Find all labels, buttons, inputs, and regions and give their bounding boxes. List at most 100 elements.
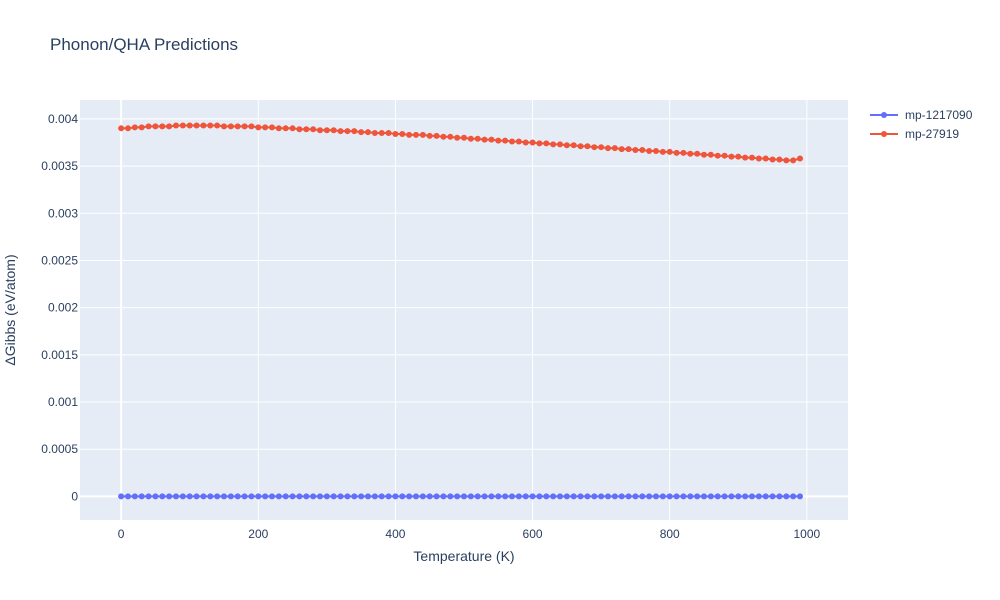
data-point: [118, 493, 125, 500]
data-point: [611, 493, 618, 500]
data-point: [659, 148, 666, 155]
data-point: [714, 493, 721, 500]
data-point: [413, 131, 419, 138]
data-point: [289, 125, 296, 132]
data-point: [769, 493, 776, 500]
data-point: [797, 493, 803, 500]
data-point: [783, 493, 790, 500]
data-point: [598, 144, 605, 151]
data-point: [262, 124, 269, 131]
data-point: [776, 493, 783, 500]
y-axis-ticks: 0 0.0005 0.001 0.0015 0.002 0.0025 0.003 0.0035…: [41, 112, 78, 504]
data-point: [488, 493, 495, 500]
legend[interactable]: mp-1217090 mp-27919: [870, 108, 973, 141]
data-point: [227, 493, 234, 500]
data-point: [200, 122, 207, 129]
data-point: [666, 148, 673, 155]
data-point: [399, 130, 406, 137]
data-point: [323, 493, 330, 500]
series-mp-27919: [118, 122, 803, 164]
data-point: [714, 152, 721, 159]
data-point: [234, 123, 241, 130]
legend-marker-icon: [881, 131, 887, 137]
data-point: [584, 493, 591, 500]
data-point: [255, 124, 262, 131]
series-layer: [118, 122, 803, 500]
data-point: [330, 493, 337, 500]
legend-label: mp-1217090: [905, 108, 973, 122]
x-tick-label: 400: [385, 527, 405, 541]
data-point: [742, 154, 749, 161]
data-point: [529, 493, 536, 500]
data-point: [378, 493, 385, 500]
data-point: [673, 493, 680, 500]
data-point: [227, 123, 234, 130]
data-point: [173, 122, 179, 129]
data-point: [358, 493, 365, 500]
y-tick-label: 0.0015: [41, 348, 78, 362]
data-point: [282, 493, 289, 500]
data-point: [694, 150, 701, 157]
data-point: [193, 493, 200, 500]
data-point: [522, 493, 529, 500]
data-point: [735, 493, 742, 500]
data-point: [755, 493, 762, 500]
data-point: [481, 493, 488, 500]
data-point: [406, 131, 413, 138]
data-point: [426, 132, 433, 139]
data-point: [413, 493, 419, 500]
data-point: [550, 493, 557, 500]
data-point: [433, 132, 440, 139]
data-point: [728, 493, 735, 500]
data-point: [515, 493, 522, 500]
data-point: [694, 493, 701, 500]
data-point: [131, 493, 138, 500]
legend-label: mp-27919: [905, 127, 959, 141]
x-tick-label: 800: [660, 527, 680, 541]
data-point: [179, 122, 186, 129]
data-point: [282, 125, 289, 132]
data-point: [680, 493, 687, 500]
data-point: [515, 138, 522, 145]
data-point: [509, 493, 515, 500]
data-point: [392, 130, 399, 137]
data-point: [433, 493, 440, 500]
data-point: [344, 493, 351, 500]
data-point: [317, 127, 323, 134]
data-point: [323, 127, 330, 134]
data-point: [632, 493, 639, 500]
data-point: [495, 137, 502, 144]
data-point: [495, 493, 502, 500]
data-point: [351, 128, 358, 135]
data-point: [296, 493, 303, 500]
data-point: [762, 493, 769, 500]
legend-item[interactable]: mp-1217090: [870, 108, 973, 122]
data-point: [159, 123, 166, 130]
data-point: [481, 136, 488, 143]
data-point: [467, 135, 474, 142]
data-point: [186, 122, 193, 129]
data-point: [365, 129, 371, 136]
data-point: [543, 493, 550, 500]
series-mp-1217090: [118, 493, 803, 500]
legend-item[interactable]: mp-27919: [870, 127, 959, 141]
data-point: [255, 493, 262, 500]
data-point: [426, 493, 433, 500]
data-point: [200, 493, 207, 500]
data-point: [118, 125, 125, 132]
data-point: [790, 493, 797, 500]
data-point: [488, 136, 495, 143]
data-point: [749, 493, 755, 500]
data-point: [557, 141, 563, 148]
data-point: [570, 493, 577, 500]
data-point: [783, 157, 790, 164]
y-axis-label: ΔGibbs (eV/atom): [2, 254, 18, 365]
data-point: [625, 146, 632, 153]
data-point: [680, 149, 687, 156]
data-point: [543, 140, 550, 147]
data-point: [214, 122, 221, 129]
data-point: [145, 493, 152, 500]
data-point: [221, 493, 227, 500]
x-axis-ticks: 0 200 400 600 800 1000: [118, 527, 821, 541]
data-point: [646, 493, 653, 500]
